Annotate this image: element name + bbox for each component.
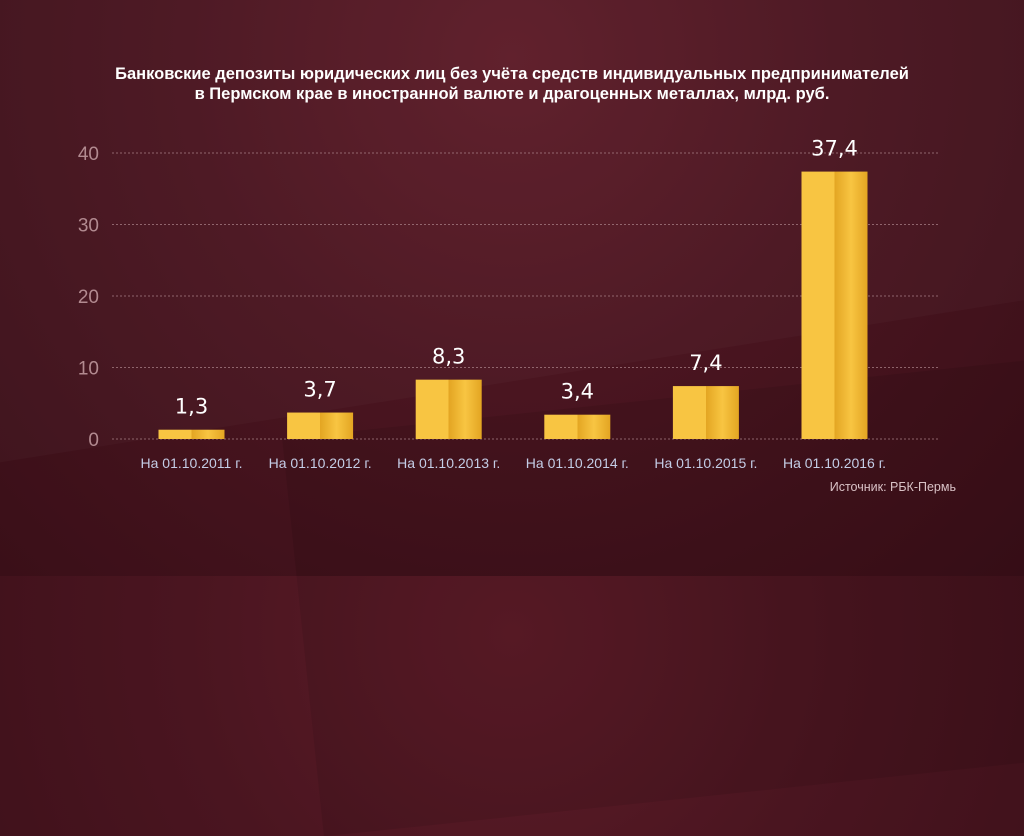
bar-value-label: 37,4 <box>811 137 858 161</box>
bar <box>672 386 739 439</box>
x-category-label: На 01.10.2016 г. <box>783 455 886 471</box>
bar-value-label: 1,3 <box>175 395 208 419</box>
bar-value-label: 7,4 <box>689 351 722 375</box>
x-category-label: На 01.10.2012 г. <box>269 455 372 471</box>
bar-chart: 0 10 20 30 40 1,3 На 01.10.2011 г. 3,7 На 01.10.… <box>77 137 940 471</box>
bar-value-label: 3,4 <box>561 380 594 404</box>
y-tick-label: 40 <box>78 144 99 165</box>
source-note: Источник: РБК-Пермь <box>829 480 956 494</box>
x-category-label: На 01.10.2014 г. <box>526 455 629 471</box>
bar <box>801 171 868 439</box>
bar-value-label: 8,3 <box>432 345 465 369</box>
bar-value-label: 3,7 <box>303 378 336 402</box>
x-category-label: На 01.10.2015 г. <box>654 455 757 471</box>
x-category-label: На 01.10.2013 г. <box>397 455 500 471</box>
y-tick-label: 0 <box>88 430 99 451</box>
y-tick-label: 30 <box>78 216 99 237</box>
chart-title-line-2: в Пермском крае в иностранной валюте и д… <box>194 85 830 103</box>
chart-title-line-1: Банковские депозиты юридических лиц без … <box>115 65 909 83</box>
x-category-label: На 01.10.2011 г. <box>141 455 243 471</box>
chart-title: Банковские депозиты юридических лиц без … <box>0 64 1024 104</box>
bar <box>158 429 225 439</box>
bar <box>287 412 354 439</box>
y-tick-label: 10 <box>78 359 99 380</box>
y-tick-label: 20 <box>78 287 99 308</box>
bar <box>415 379 482 439</box>
bar <box>544 414 611 439</box>
